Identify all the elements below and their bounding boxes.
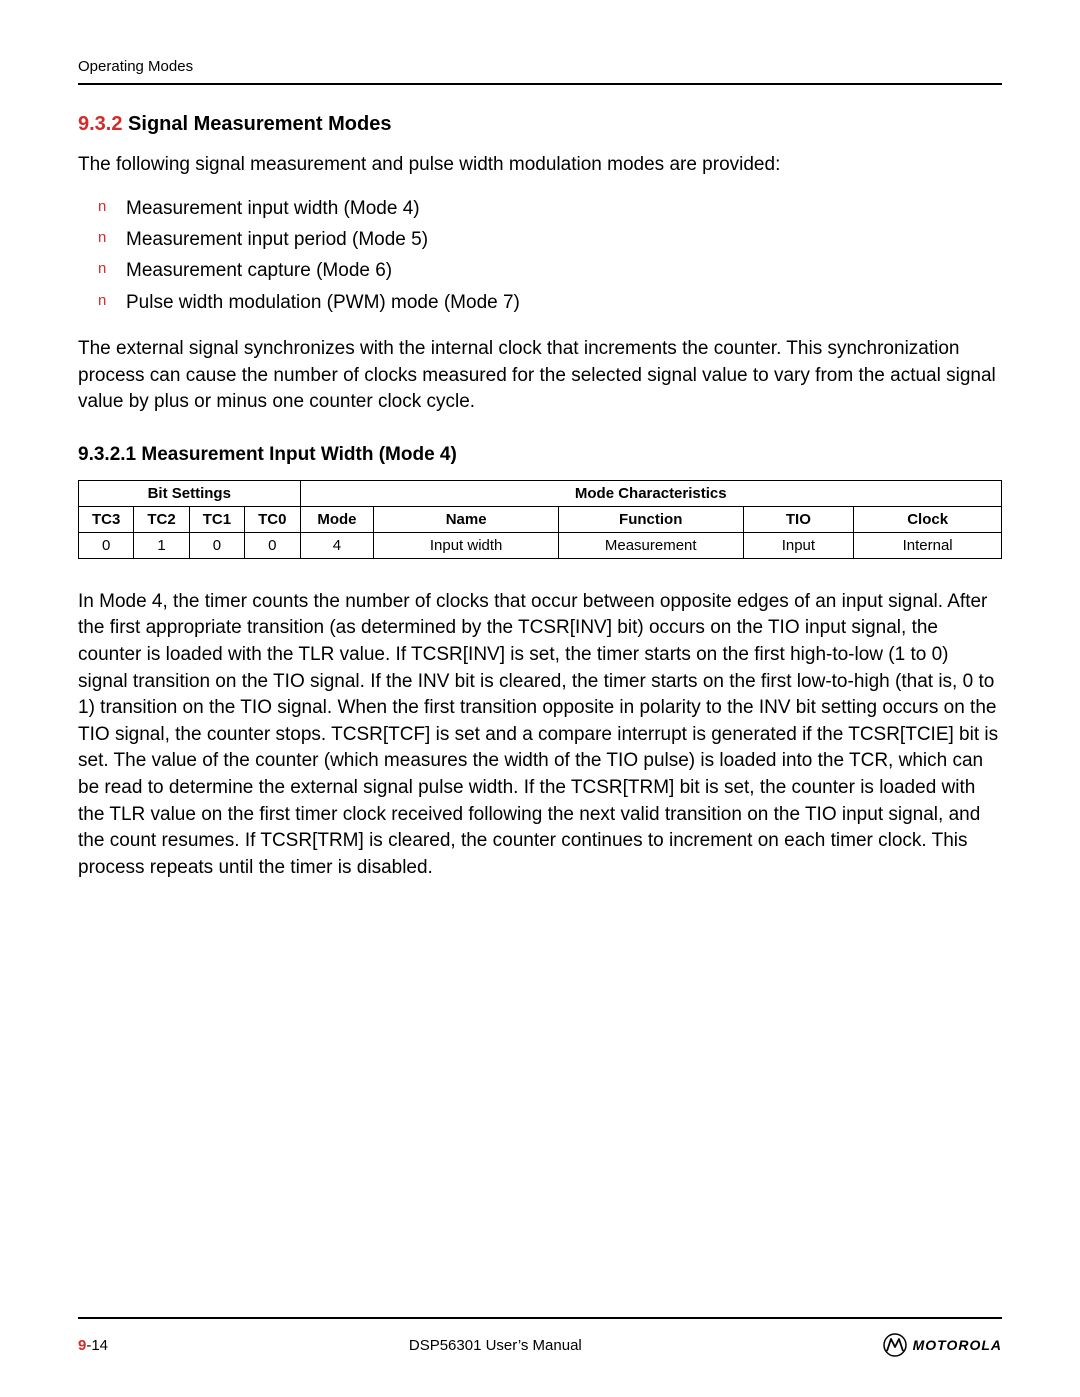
intro-paragraph: The following signal measurement and pul… (78, 152, 1002, 179)
col-header: TC3 (79, 506, 134, 532)
header-rule (78, 83, 1002, 85)
page-suffix: -14 (86, 1337, 108, 1354)
group-header-bit: Bit Settings (79, 480, 301, 506)
sync-paragraph: The external signal synchronizes with th… (78, 336, 1002, 416)
cell: Input width (374, 532, 559, 558)
cell: Internal (854, 532, 1002, 558)
mode4-paragraph: In Mode 4, the timer counts the number o… (78, 589, 1002, 882)
col-header: TC1 (189, 506, 244, 532)
col-header: Function (558, 506, 743, 532)
running-header: Operating Modes (78, 58, 1002, 75)
page-number: 9-14 (78, 1337, 108, 1354)
motorola-brand: MOTOROLA (883, 1333, 1002, 1357)
cell: 4 (300, 532, 374, 558)
col-header: Name (374, 506, 559, 532)
col-header: Mode (300, 506, 374, 532)
heading-number: 9.3.2 (78, 113, 122, 135)
cell: Measurement (558, 532, 743, 558)
group-header-mode: Mode Characteristics (300, 480, 1002, 506)
heading-title: Signal Measurement Modes (128, 113, 391, 135)
heading-9-3-2-1: 9.3.2.1 Measurement Input Width (Mode 4) (78, 444, 1002, 466)
col-header: TC0 (245, 506, 300, 532)
cell: 0 (79, 532, 134, 558)
bit-settings-table: Bit Settings Mode Characteristics TC3 TC… (78, 480, 1002, 559)
cell: 0 (245, 532, 300, 558)
cell: 0 (189, 532, 244, 558)
brand-text: MOTOROLA (913, 1337, 1002, 1353)
col-header: TIO (743, 506, 854, 532)
cell: Input (743, 532, 854, 558)
list-item: Measurement input width (Mode 4) (78, 193, 1002, 224)
col-header: TC2 (134, 506, 189, 532)
list-item: Measurement capture (Mode 6) (78, 255, 1002, 286)
footer-rule (78, 1317, 1002, 1319)
manual-title: DSP56301 User’s Manual (108, 1337, 883, 1354)
table-row: 0 1 0 0 4 Input width Measurement Input … (79, 532, 1002, 558)
heading-9-3-2: 9.3.2 Signal Measurement Modes (78, 113, 1002, 136)
motorola-logo-icon (883, 1333, 907, 1357)
page-footer: 9-14 DSP56301 User’s Manual MOTOROLA (78, 1317, 1002, 1357)
cell: 1 (134, 532, 189, 558)
list-item: Pulse width modulation (PWM) mode (Mode … (78, 287, 1002, 318)
list-item: Measurement input period (Mode 5) (78, 224, 1002, 255)
mode-list: Measurement input width (Mode 4) Measure… (78, 193, 1002, 318)
col-header: Clock (854, 506, 1002, 532)
